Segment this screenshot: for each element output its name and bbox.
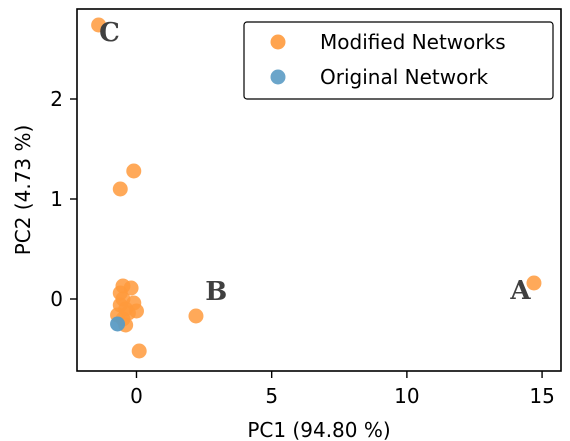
y-axis-ticks: 0 1 2	[50, 87, 77, 311]
modified-network-point-0	[91, 17, 107, 33]
plot-frame	[76, 8, 562, 372]
modified-network-point-16	[188, 308, 204, 324]
legend-label-modified: Modified Networks	[320, 30, 506, 54]
x-axis-label: PC1 (94.80 %)	[247, 418, 390, 441]
y-tick-label-0: 0	[50, 287, 63, 311]
modified-network-point-2	[112, 181, 128, 197]
modified-network-point-17	[526, 275, 542, 291]
points-layer	[91, 17, 542, 359]
annotations-layer: C B A	[99, 18, 531, 307]
modified-network-point-1	[126, 163, 142, 179]
original-network-point-0	[110, 316, 126, 332]
x-tick-label-0: 0	[130, 384, 143, 408]
annotation-b: B	[205, 277, 227, 307]
legend-marker-original	[270, 69, 286, 85]
y-axis-label: PC2 (4.73 %)	[11, 125, 35, 256]
legend: Modified Networks Original Network	[243, 21, 554, 100]
x-tick-label-5: 5	[265, 384, 278, 408]
annotation-a: A	[509, 276, 531, 306]
y-tick-label-1: 1	[50, 187, 63, 211]
y-tick-label-2: 2	[50, 87, 63, 111]
annotation-c: C	[99, 18, 120, 48]
x-axis-ticks: 0 5 10 15	[130, 371, 555, 408]
legend-label-original: Original Network	[320, 65, 489, 89]
x-tick-label-10: 10	[394, 384, 419, 408]
modified-network-point-15	[131, 343, 147, 359]
x-tick-label-15: 15	[529, 384, 554, 408]
legend-marker-modified	[270, 34, 286, 50]
legend-box	[243, 21, 554, 100]
